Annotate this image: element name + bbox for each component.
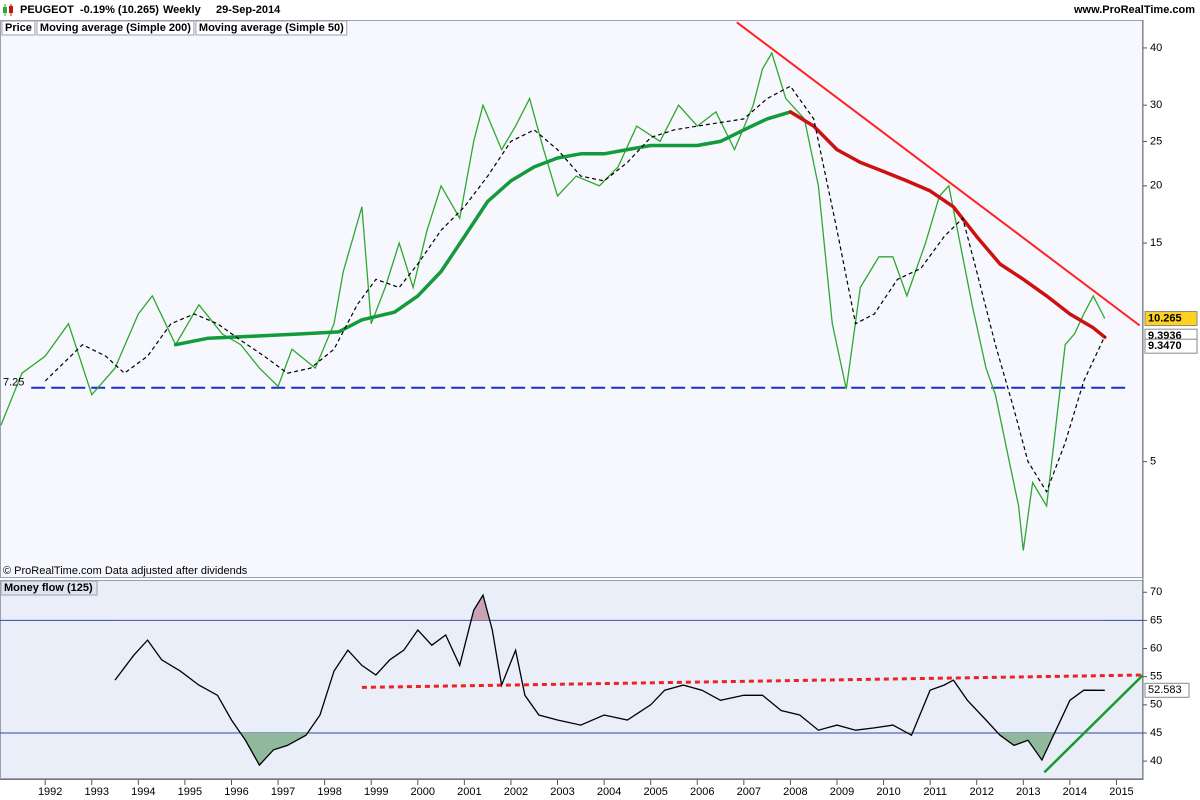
y-tick-label: 20 xyxy=(1150,180,1162,192)
y-tick-label: 30 xyxy=(1150,99,1162,111)
y-tick-label: 40 xyxy=(1150,42,1162,54)
series-line xyxy=(0,51,1106,551)
y-tick-label: 40 xyxy=(1150,755,1162,767)
support-label: 7.25 xyxy=(3,377,24,389)
x-tick-label: 2004 xyxy=(597,786,621,798)
x-tick-label: 2013 xyxy=(1016,786,1040,798)
legend-entry: Moving average (Simple 200) xyxy=(40,22,191,34)
value-marker-box xyxy=(1144,682,1190,698)
x-tick-label: 2002 xyxy=(504,786,528,798)
footnote: © ProRealTime.com Data adjusted after di… xyxy=(3,565,248,577)
y-tick-label: 60 xyxy=(1150,642,1162,654)
x-tick-label: 1995 xyxy=(178,786,202,798)
legend-entry: Moving average (Simple 50) xyxy=(199,22,344,34)
y-tick-label: 25 xyxy=(1150,135,1162,147)
x-tick-label: 2014 xyxy=(1063,786,1087,798)
indicator-title-box xyxy=(0,580,98,596)
x-tick-label: 2006 xyxy=(690,786,714,798)
x-tick-label: 2008 xyxy=(783,786,807,798)
trendline xyxy=(736,21,1141,327)
symbol-icon xyxy=(3,4,13,16)
legend-box xyxy=(1,20,36,36)
x-tick-label: 1993 xyxy=(85,786,109,798)
x-tick-label: 1997 xyxy=(271,786,295,798)
x-tick-label: 2007 xyxy=(737,786,761,798)
value-marker: 52.583 xyxy=(1148,684,1182,696)
indicator-panel xyxy=(0,580,1143,779)
trendline xyxy=(1043,674,1143,774)
x-tick-label: 2009 xyxy=(830,786,854,798)
value-marker-box xyxy=(1144,311,1198,327)
value-marker-box xyxy=(1144,338,1198,354)
x-tick-label: 2001 xyxy=(457,786,481,798)
y-tick-label: 65 xyxy=(1150,614,1162,626)
y-tick-label: 15 xyxy=(1150,237,1162,249)
y-tick-label: 45 xyxy=(1150,727,1162,739)
x-tick-label: 2011 xyxy=(923,786,947,798)
indicator-plot xyxy=(0,593,1143,774)
x-tick-label: 2012 xyxy=(969,786,993,798)
x-tick-label: 1999 xyxy=(364,786,388,798)
legend-box xyxy=(36,20,195,36)
date: 29-Sep-2014 xyxy=(216,4,281,16)
x-tick-label: 1992 xyxy=(38,786,62,798)
x-tick-label: 1994 xyxy=(131,786,155,798)
indicator-title: Money flow (125) xyxy=(4,582,93,594)
trendline xyxy=(361,673,1143,689)
value-marker: 9.3470 xyxy=(1148,340,1182,352)
x-tick-label: 1996 xyxy=(224,786,248,798)
y-tick-label: 70 xyxy=(1150,586,1162,598)
price-panel xyxy=(0,20,1143,578)
y-tick-label: 50 xyxy=(1150,699,1162,711)
x-tick-label: 1998 xyxy=(317,786,341,798)
symbol: PEUGEOT xyxy=(20,4,74,16)
legend-entry: Price xyxy=(5,22,32,34)
change: -0.19% (10.265) xyxy=(80,4,159,16)
legend: Price Moving average (Simple 200) Moving a… xyxy=(1,20,348,36)
x-tick-label: 2000 xyxy=(411,786,435,798)
y-tick-label: 5 xyxy=(1150,456,1156,468)
moving-average-line xyxy=(44,85,1106,494)
moving-average-line xyxy=(788,110,1107,339)
x-tick-label: 2015 xyxy=(1109,786,1133,798)
x-tick-label: 2010 xyxy=(876,786,900,798)
x-tick-label: 2003 xyxy=(550,786,574,798)
price-plot xyxy=(0,21,1141,551)
moving-average-line xyxy=(173,110,793,347)
legend-box xyxy=(195,20,348,36)
value-marker: 10.265 xyxy=(1148,312,1182,324)
x-tick-label: 2005 xyxy=(643,786,667,798)
period: Weekly xyxy=(163,4,202,16)
y-tick-label: 55 xyxy=(1150,671,1162,683)
series-line xyxy=(114,593,1105,767)
site: www.ProRealTime.com xyxy=(1073,4,1195,16)
